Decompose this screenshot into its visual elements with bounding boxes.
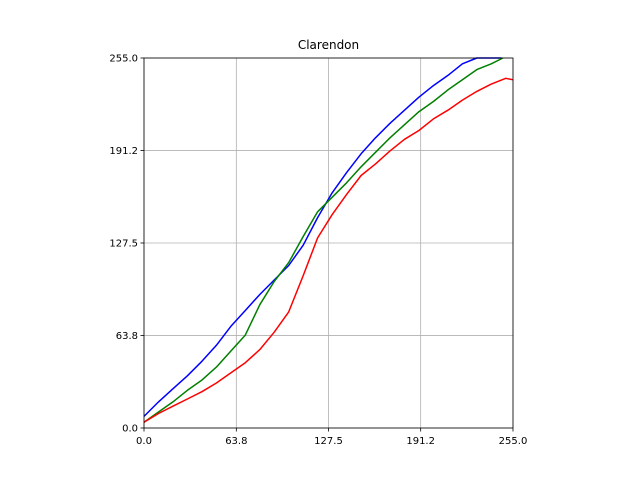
y-tick-label: 63.8 xyxy=(116,331,138,342)
y-tick-label: 127.5 xyxy=(109,239,138,250)
y-tick-labels: 0.0 63.8 127.5 191.2 255.0 xyxy=(109,54,138,435)
grid-lines xyxy=(143,57,514,429)
x-tick-labels: 0.0 63.8 127.5 191.2 255.0 xyxy=(136,436,527,447)
y-tick-label: 0.0 xyxy=(122,424,138,435)
tick-marks xyxy=(140,57,514,432)
x-tick-label: 0.0 xyxy=(136,436,152,447)
chart-title: Clarendon xyxy=(298,38,359,52)
series-line-1 xyxy=(143,57,502,417)
x-tick-label: 127.5 xyxy=(314,436,343,447)
y-tick-label: 191.2 xyxy=(109,146,138,157)
series-line-3 xyxy=(143,77,514,423)
x-tick-label: 63.8 xyxy=(225,436,247,447)
series-lines xyxy=(143,57,514,423)
series-line-2 xyxy=(143,57,504,423)
y-tick-label: 255.0 xyxy=(109,54,138,65)
x-tick-label: 255.0 xyxy=(499,436,528,447)
x-tick-label: 191.2 xyxy=(406,436,435,447)
